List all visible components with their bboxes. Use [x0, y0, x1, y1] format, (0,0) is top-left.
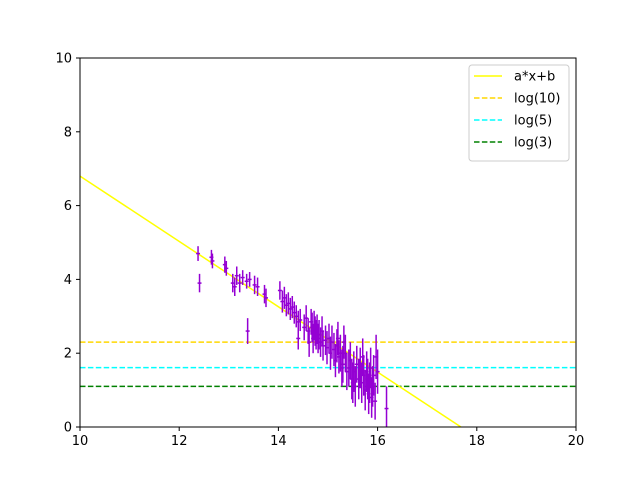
x-tick-label: 14: [270, 434, 287, 449]
legend-label: log(5): [514, 114, 552, 129]
data-point: [245, 318, 250, 344]
data-point: [371, 355, 376, 396]
x-axis: 10 12 14 16 18 20: [72, 427, 585, 449]
data-point: [196, 246, 201, 261]
data-point: [335, 321, 340, 356]
legend-box: [468, 64, 570, 162]
data-point: [210, 253, 215, 269]
data-point: [298, 308, 303, 332]
legend-label: log(10): [514, 92, 561, 107]
y-axis: 0 2 4 6 8 10: [55, 52, 80, 436]
data-point: [252, 275, 257, 295]
legend-entry: log(5): [474, 114, 552, 129]
y-tick-label: 2: [64, 347, 72, 362]
x-tick-label: 10: [72, 434, 89, 449]
data-point: [307, 327, 312, 357]
data-point: [244, 273, 249, 289]
x-tick-label: 20: [568, 434, 585, 449]
legend-entry: log(3): [474, 136, 552, 151]
data-point: [247, 272, 252, 287]
data-point: [255, 277, 260, 297]
y-tick-label: 10: [55, 52, 72, 67]
x-tick-label: 18: [469, 434, 486, 449]
x-tick-label: 16: [369, 434, 386, 449]
legend-label: a*x+b: [514, 70, 555, 85]
data-layer: [80, 175, 576, 427]
data-point: [321, 331, 326, 361]
data-point: [340, 345, 345, 383]
axes-frame: [79, 57, 577, 428]
data-point: [353, 366, 358, 407]
legend-label: log(3): [514, 136, 552, 151]
y-tick-label: 6: [64, 199, 72, 214]
legend-entry: a*x+b: [474, 70, 555, 85]
data-point: [224, 260, 229, 276]
data-point: [237, 273, 242, 293]
data-point: [277, 281, 282, 300]
data-point: [296, 327, 301, 350]
data-point: [384, 386, 389, 427]
y-tick-label: 0: [64, 421, 72, 436]
y-tick-label: 8: [64, 125, 72, 140]
data-point: [197, 273, 202, 293]
legend-entry: log(10): [474, 92, 561, 107]
data-point: [240, 270, 245, 285]
y-tick-label: 4: [64, 273, 72, 288]
data-point: [232, 277, 237, 297]
fit-line: [80, 175, 462, 427]
data-point: [234, 266, 239, 285]
legend: a*x+b log(10) log(5) log(3): [468, 64, 570, 162]
data-point: [264, 288, 268, 308]
x-tick-label: 12: [171, 434, 188, 449]
data-point: [373, 382, 378, 420]
data-point: [375, 349, 380, 394]
